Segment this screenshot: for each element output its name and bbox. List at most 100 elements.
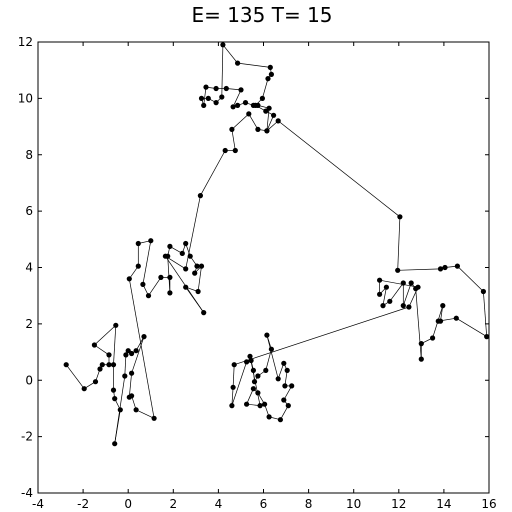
data-point <box>152 416 157 421</box>
data-point <box>146 293 151 298</box>
data-point <box>263 368 268 373</box>
x-tick-label: -4 <box>32 497 44 511</box>
data-point <box>377 292 382 297</box>
data-point <box>220 42 225 47</box>
y-tick-label: -4 <box>21 486 33 500</box>
data-point <box>276 376 281 381</box>
x-tick-label: 8 <box>305 497 313 511</box>
y-tick-label: 0 <box>25 373 33 387</box>
data-point <box>183 266 188 271</box>
x-tick-label: 6 <box>260 497 268 511</box>
data-point <box>129 393 134 398</box>
data-point <box>183 285 188 290</box>
data-point <box>258 403 263 408</box>
data-point <box>276 118 281 123</box>
data-point <box>377 278 382 283</box>
data-point <box>92 342 97 347</box>
data-point <box>454 316 459 321</box>
data-point <box>214 100 219 105</box>
data-point <box>253 103 258 108</box>
data-point <box>112 441 117 446</box>
x-tick-label: 14 <box>436 497 451 511</box>
data-point <box>219 94 224 99</box>
data-point <box>251 386 256 391</box>
data-point <box>148 238 153 243</box>
data-point <box>201 103 206 108</box>
data-point <box>113 323 118 328</box>
data-point <box>136 264 141 269</box>
data-point <box>263 109 268 114</box>
data-point <box>199 96 204 101</box>
data-point <box>243 100 248 105</box>
data-point <box>233 148 238 153</box>
data-point <box>196 289 201 294</box>
data-point <box>401 303 406 308</box>
data-point <box>136 241 141 246</box>
data-point <box>401 280 406 285</box>
data-point <box>440 303 445 308</box>
data-point <box>112 396 117 401</box>
data-point <box>455 264 460 269</box>
data-point <box>134 348 139 353</box>
data-point <box>255 373 260 378</box>
data-point <box>481 289 486 294</box>
data-point <box>129 371 134 376</box>
data-point <box>100 362 105 367</box>
data-point <box>106 362 111 367</box>
data-point <box>203 85 208 90</box>
data-point <box>229 127 234 132</box>
x-tick-label: 12 <box>391 497 406 511</box>
data-point <box>260 96 265 101</box>
y-tick-label: 6 <box>25 204 33 218</box>
data-point <box>285 368 290 373</box>
data-point <box>198 193 203 198</box>
data-point <box>438 319 443 324</box>
data-point <box>229 403 234 408</box>
data-point <box>64 362 69 367</box>
x-tick-label: -2 <box>77 497 89 511</box>
data-point <box>269 72 274 77</box>
data-point <box>271 113 276 118</box>
data-point <box>281 397 286 402</box>
data-point <box>244 359 249 364</box>
data-point <box>419 341 424 346</box>
data-point <box>251 368 256 373</box>
data-point <box>430 335 435 340</box>
data-point <box>188 254 193 259</box>
data-point <box>167 290 172 295</box>
data-point <box>442 265 447 270</box>
data-point <box>419 357 424 362</box>
data-point <box>232 362 237 367</box>
data-point <box>264 128 269 133</box>
data-point <box>278 417 283 422</box>
data-point <box>93 379 98 384</box>
data-point <box>264 333 269 338</box>
data-point <box>384 285 389 290</box>
data-point <box>269 347 274 352</box>
y-tick-label: 4 <box>25 261 33 275</box>
data-point <box>192 271 197 276</box>
data-point <box>206 96 211 101</box>
data-point <box>395 268 400 273</box>
y-tick-label: 12 <box>18 35 33 49</box>
x-tick-label: 2 <box>169 497 177 511</box>
x-tick-label: 4 <box>215 497 223 511</box>
data-point <box>106 352 111 357</box>
data-point <box>118 407 123 412</box>
data-point <box>201 310 206 315</box>
data-point <box>129 351 134 356</box>
data-point <box>255 390 260 395</box>
y-tick-label: -2 <box>21 430 33 444</box>
x-tick-label: 10 <box>346 497 361 511</box>
data-point <box>286 403 291 408</box>
x-tick-label: 16 <box>481 497 496 511</box>
data-point <box>224 86 229 91</box>
data-point <box>397 214 402 219</box>
data-point <box>268 65 273 70</box>
data-point <box>438 266 443 271</box>
data-point <box>380 303 385 308</box>
data-point <box>163 254 168 259</box>
data-point <box>246 111 251 116</box>
